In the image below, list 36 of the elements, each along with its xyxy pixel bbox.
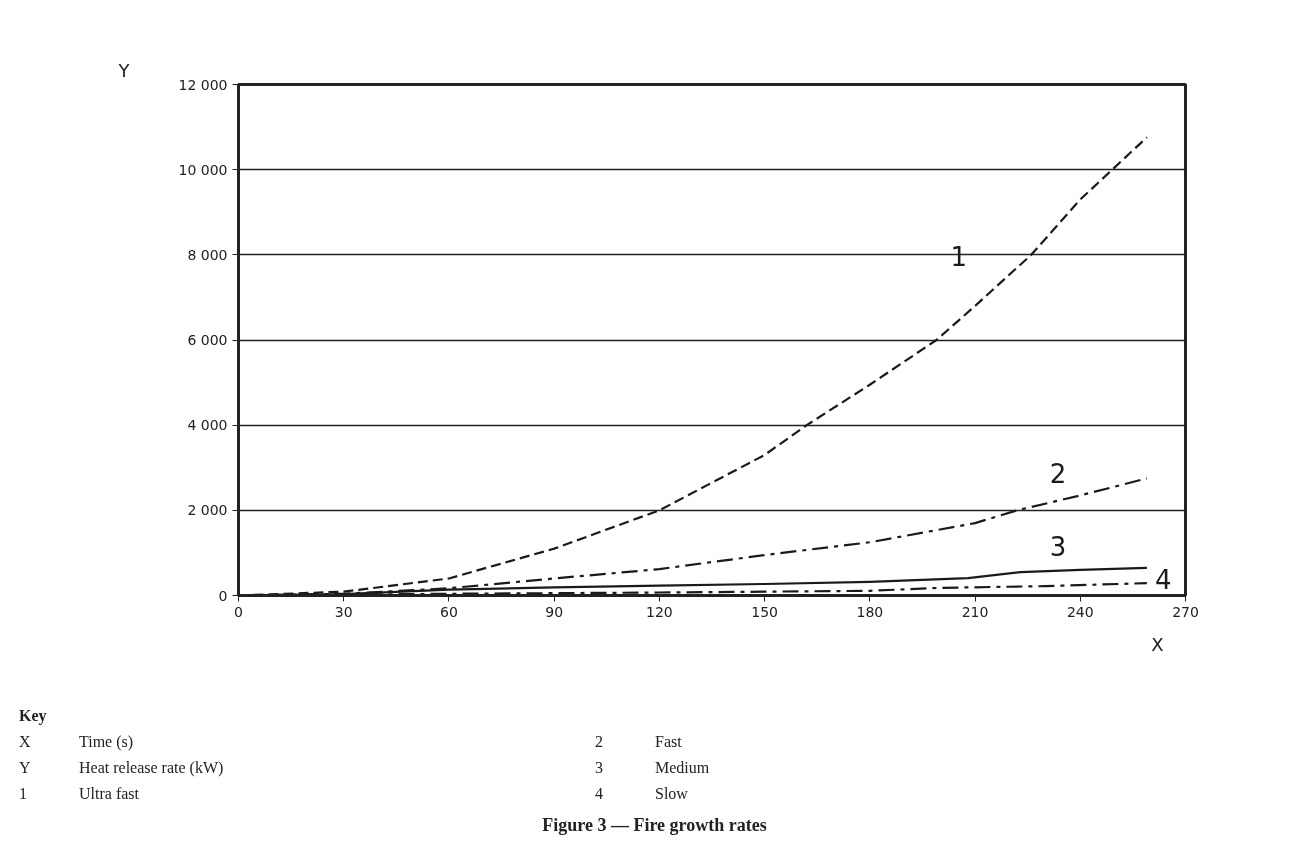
y-tick-label: 0 xyxy=(218,587,228,604)
x-tick-label: 120 xyxy=(646,603,673,620)
text: 4 xyxy=(595,784,603,804)
text: 1 xyxy=(19,784,27,804)
text: 3 xyxy=(595,758,603,778)
x-axis-title: X xyxy=(1151,633,1164,655)
text: Figure 3 — Fire growth rates xyxy=(541,814,768,837)
y-tick-label: 8 000 xyxy=(187,246,228,263)
y-axis-title: Y xyxy=(117,59,131,81)
series-label: 4 xyxy=(1154,565,1172,596)
y-tick-label: 2 000 xyxy=(187,502,228,519)
text: 2 xyxy=(595,732,603,752)
y-tick-label: 12 000 xyxy=(178,76,228,93)
text: Ultra fast xyxy=(79,784,139,804)
text: Time (s) xyxy=(79,732,134,753)
series-label: 3 xyxy=(1049,531,1067,562)
text: X xyxy=(19,732,31,752)
series-label: 2 xyxy=(1049,459,1067,490)
y-tick-label: 4 000 xyxy=(187,417,228,434)
y-tick-label: 6 000 xyxy=(187,332,228,348)
x-tick-label: 270 xyxy=(1172,603,1199,620)
x-tick-label: 30 xyxy=(334,603,353,620)
x-tick-label: 90 xyxy=(545,603,564,620)
x-tick-label: 240 xyxy=(1066,603,1094,620)
text: Heat release rate (kW) xyxy=(79,758,224,779)
x-tick-label: 0 xyxy=(234,603,243,620)
text: Key xyxy=(19,706,47,727)
x-tick-label: 150 xyxy=(751,603,778,620)
x-tick-label: 60 xyxy=(440,603,458,620)
y-tick-label: 10 000 xyxy=(178,161,228,178)
text: Y xyxy=(19,758,31,778)
x-tick-label: 210 xyxy=(961,603,989,620)
text: Slow xyxy=(655,784,688,804)
text: Fast xyxy=(655,732,682,752)
text: Medium xyxy=(655,758,710,778)
x-tick-label: 180 xyxy=(856,603,884,620)
